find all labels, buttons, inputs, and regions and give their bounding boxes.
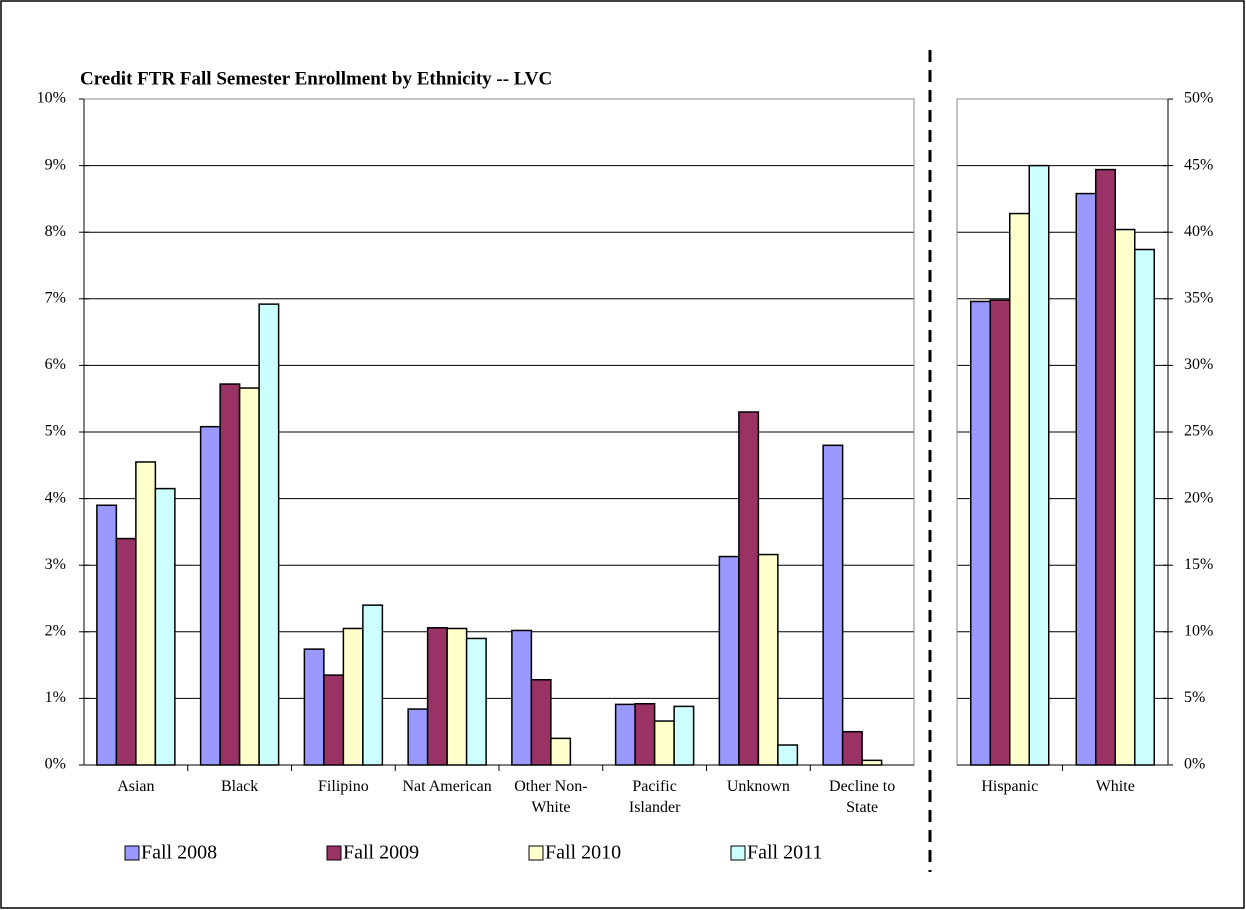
bar bbox=[1009, 212, 1030, 766]
legend-label: Fall 2010 bbox=[545, 842, 621, 864]
bar bbox=[653, 720, 675, 766]
y-tick-label: 9% bbox=[45, 156, 66, 173]
bar bbox=[219, 383, 241, 766]
bar bbox=[135, 461, 157, 766]
bar bbox=[718, 555, 740, 766]
bar bbox=[738, 411, 760, 766]
bar bbox=[465, 637, 487, 766]
y-tick-label: 0% bbox=[45, 756, 66, 773]
legend-swatch bbox=[730, 845, 746, 861]
x-tick-label: Hispanic bbox=[981, 778, 1039, 795]
legend-swatch bbox=[528, 845, 544, 861]
x-tick-label: Black bbox=[220, 778, 259, 795]
x-tick-label: Asian bbox=[117, 778, 155, 795]
y-tick-label: 10% bbox=[37, 90, 66, 107]
bar bbox=[530, 679, 552, 766]
y-tick-label: 8% bbox=[45, 223, 66, 240]
y-tick-label: 30% bbox=[1184, 356, 1213, 373]
bar bbox=[614, 703, 636, 766]
bar bbox=[199, 425, 221, 766]
bar bbox=[1134, 248, 1155, 766]
bar bbox=[1075, 192, 1097, 766]
bar bbox=[970, 300, 991, 766]
bar bbox=[673, 705, 695, 766]
bar bbox=[550, 737, 572, 766]
y-tick-label: 35% bbox=[1184, 289, 1213, 306]
bar bbox=[323, 674, 345, 766]
y-tick-label: 7% bbox=[45, 289, 66, 306]
x-tick-label: Other Non-White bbox=[514, 778, 588, 816]
bar bbox=[511, 629, 533, 766]
legend-swatch bbox=[326, 845, 342, 861]
x-tick-label: Nat American bbox=[402, 778, 492, 795]
legend-label: Fall 2011 bbox=[747, 842, 822, 864]
x-tick-label: Decline to State bbox=[829, 778, 896, 816]
legend-label: Fall 2009 bbox=[343, 842, 419, 864]
y-tick-label: 10% bbox=[1184, 622, 1213, 639]
bar bbox=[96, 504, 118, 766]
bar bbox=[1028, 164, 1050, 766]
y-tick-label: 40% bbox=[1184, 223, 1213, 240]
bar bbox=[362, 604, 384, 766]
bar bbox=[303, 648, 325, 766]
bar bbox=[238, 387, 260, 766]
bar bbox=[989, 299, 1011, 766]
y-tick-label: 50% bbox=[1184, 90, 1213, 107]
bar bbox=[634, 702, 656, 766]
x-tick-label: Filipino bbox=[318, 778, 369, 795]
x-tick-label: Unknown bbox=[726, 778, 790, 795]
bar bbox=[757, 553, 779, 766]
bar bbox=[154, 487, 176, 766]
y-tick-label: 0% bbox=[1184, 756, 1205, 773]
y-tick-label: 3% bbox=[45, 556, 66, 573]
y-tick-label: 2% bbox=[45, 622, 66, 639]
bar bbox=[777, 744, 799, 766]
chart-title: Credit FTR Fall Semester Enrollment by E… bbox=[80, 68, 552, 89]
y-tick-label: 25% bbox=[1184, 423, 1213, 440]
bar bbox=[426, 627, 448, 766]
bar bbox=[446, 627, 468, 766]
bar bbox=[822, 444, 844, 766]
y-tick-label: 4% bbox=[45, 489, 66, 506]
y-tick-label: 5% bbox=[1184, 689, 1205, 706]
x-tick-label: White bbox=[1095, 778, 1135, 795]
y-tick-label: 20% bbox=[1184, 489, 1213, 506]
x-tick-label: Pacific Islander bbox=[628, 778, 681, 816]
y-tick-label: 45% bbox=[1184, 156, 1213, 173]
bar bbox=[1095, 168, 1116, 766]
legend-label: Fall 2008 bbox=[141, 842, 217, 864]
bar bbox=[407, 708, 429, 766]
bar bbox=[258, 303, 280, 766]
y-tick-label: 15% bbox=[1184, 556, 1213, 573]
bar bbox=[1114, 228, 1136, 766]
bar bbox=[861, 759, 883, 766]
bar bbox=[342, 627, 364, 766]
y-tick-label: 1% bbox=[45, 689, 66, 706]
legend-swatch bbox=[124, 845, 140, 861]
y-tick-label: 5% bbox=[45, 423, 66, 440]
bar bbox=[841, 730, 863, 766]
y-tick-label: 6% bbox=[45, 356, 66, 373]
bar bbox=[115, 537, 137, 766]
